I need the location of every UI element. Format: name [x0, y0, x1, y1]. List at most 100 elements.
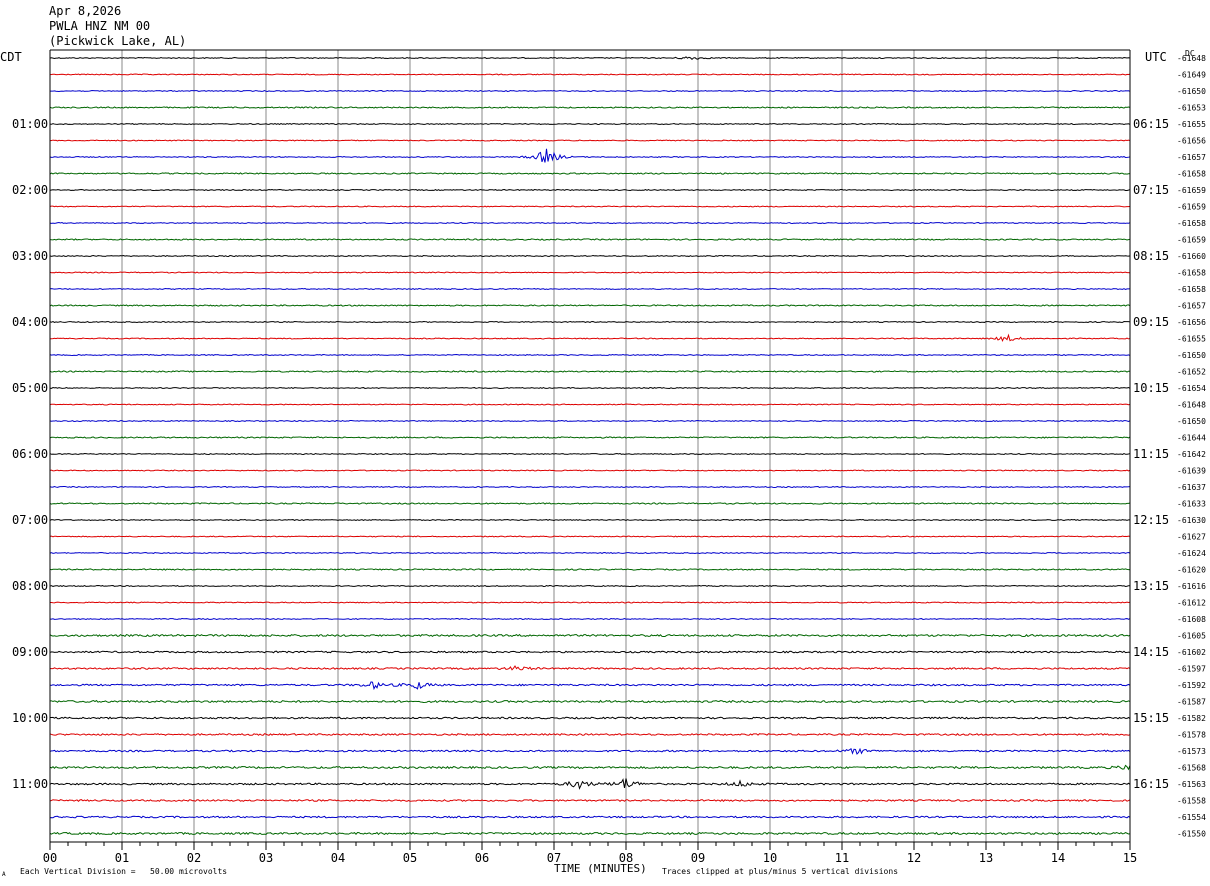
dc-offset-label: -61568: [1177, 764, 1206, 773]
left-hour-label: 11:00: [12, 777, 48, 791]
left-hour-label: 04:00: [12, 315, 48, 329]
seismic-trace: [49, 73, 1131, 76]
dc-offset-label: -61616: [1177, 582, 1206, 591]
left-hour-label: 09:00: [12, 645, 48, 659]
scale-note: Each Vertical Division = 50.00 microvolt…: [20, 867, 228, 876]
dc-offset-label: -61657: [1177, 153, 1206, 162]
left-hour-label: 07:00: [12, 513, 48, 527]
dc-offset-label: -61648: [1177, 54, 1206, 63]
x-tick-label: 12: [907, 851, 921, 865]
right-timezone-label: UTC: [1145, 50, 1167, 64]
seismic-trace: [49, 535, 1131, 538]
seismic-trace: [49, 568, 1131, 571]
seismic-trace: [49, 254, 1131, 257]
dc-label: DC: [1185, 49, 1195, 58]
seismic-trace: [49, 618, 1131, 620]
seismic-trace: [49, 518, 1131, 522]
right-hour-label: 06:15: [1133, 117, 1169, 131]
dc-offset-label: -61659: [1177, 186, 1206, 195]
right-hour-label: 09:15: [1133, 315, 1169, 329]
dc-offset-label: -61642: [1177, 450, 1206, 459]
x-tick-label: 13: [979, 851, 993, 865]
dc-offset-label: -61637: [1177, 483, 1206, 492]
dc-offset-label: -61655: [1177, 120, 1206, 129]
seismic-trace: [49, 420, 1131, 423]
seismic-trace: [49, 320, 1131, 324]
dc-offset-label: -61558: [1177, 797, 1206, 806]
dc-offset-label: -61658: [1177, 269, 1206, 278]
dc-offset-label: -61656: [1177, 318, 1206, 327]
x-tick-label: 04: [331, 851, 345, 865]
right-hour-label: 10:15: [1133, 381, 1169, 395]
seismic-trace: [49, 502, 1131, 505]
seismic-trace: [49, 486, 1131, 488]
right-hour-label: 16:15: [1133, 777, 1169, 791]
dc-offset-label: -61659: [1177, 203, 1206, 212]
dc-offset-label: -61658: [1177, 170, 1206, 179]
x-tick-label: 08: [619, 851, 633, 865]
x-tick-label: 02: [187, 851, 201, 865]
seismic-trace: [49, 452, 1131, 455]
seismic-trace: [49, 650, 1131, 654]
dc-offset-label: -61654: [1177, 384, 1206, 393]
seismic-trace: [49, 221, 1131, 224]
dc-offset-label: -61650: [1177, 351, 1206, 360]
dc-offset-label: -61563: [1177, 780, 1206, 789]
seismic-trace: [49, 139, 1131, 142]
x-tick-label: 09: [691, 851, 705, 865]
x-tick-label: 14: [1051, 851, 1065, 865]
date-label: Apr 8,2026: [49, 4, 122, 18]
right-hour-label: 12:15: [1133, 513, 1169, 527]
corner-mark: A: [2, 871, 6, 878]
x-tick-label: 11: [835, 851, 849, 865]
dc-offset-label: -61649: [1177, 71, 1206, 80]
left-hour-label: 02:00: [12, 183, 48, 197]
seismic-trace: [49, 205, 1131, 208]
location-label: (Pickwick Lake, AL): [49, 34, 187, 48]
dc-offset-label: -61597: [1177, 665, 1206, 674]
right-hour-label: 15:15: [1133, 711, 1169, 725]
minute-grid: [121, 50, 1059, 842]
dc-offset-label: -61660: [1177, 252, 1206, 261]
seismic-trace: [49, 699, 1131, 704]
dc-offset-label: -61602: [1177, 648, 1206, 657]
dc-offset-label: -61624: [1177, 549, 1206, 558]
dc-offset-label: -61659: [1177, 236, 1206, 245]
seismic-trace: [49, 333, 1131, 343]
dc-offset-label: -61657: [1177, 302, 1206, 311]
seismic-trace: [49, 633, 1131, 638]
seismic-trace: [49, 304, 1131, 307]
left-hour-label: 05:00: [12, 381, 48, 395]
dc-offset-label: -61554: [1177, 813, 1206, 822]
seismic-trace: [49, 815, 1131, 819]
dc-offset-label: -61650: [1177, 87, 1206, 96]
seismic-trace: [49, 353, 1131, 357]
dc-offset-label: -61608: [1177, 615, 1206, 624]
dc-offset-label: -61658: [1177, 285, 1206, 294]
seismic-trace: [49, 436, 1131, 439]
dc-offset-label: -61650: [1177, 417, 1206, 426]
dc-offset-label: -61550: [1177, 830, 1206, 839]
x-tick-label: 10: [763, 851, 777, 865]
left-hour-label: 03:00: [12, 249, 48, 263]
dc-offset-label: -61630: [1177, 516, 1206, 525]
dc-offset-label: -61573: [1177, 747, 1206, 756]
right-hour-label: 13:15: [1133, 579, 1169, 593]
right-hour-label: 14:15: [1133, 645, 1169, 659]
dc-offset-label: -61578: [1177, 731, 1206, 740]
dc-offset-label: -61612: [1177, 599, 1206, 608]
dc-offset-label: -61582: [1177, 714, 1206, 723]
left-hour-label: 08:00: [12, 579, 48, 593]
seismic-trace: [49, 403, 1131, 406]
seismic-trace: [49, 238, 1131, 241]
seismic-trace: [49, 681, 1131, 691]
left-hour-label: 01:00: [12, 117, 48, 131]
dc-offset-label: -61644: [1177, 434, 1206, 443]
clip-note: Traces clipped at plus/minus 5 vertical …: [662, 867, 899, 876]
seismic-trace: [49, 469, 1131, 472]
x-tick-label: 01: [115, 851, 129, 865]
seismic-trace: [49, 747, 1131, 755]
dc-offset-label: -61620: [1177, 566, 1206, 575]
seismic-trace: [50, 601, 1131, 604]
plot-frame: [49, 49, 1131, 850]
